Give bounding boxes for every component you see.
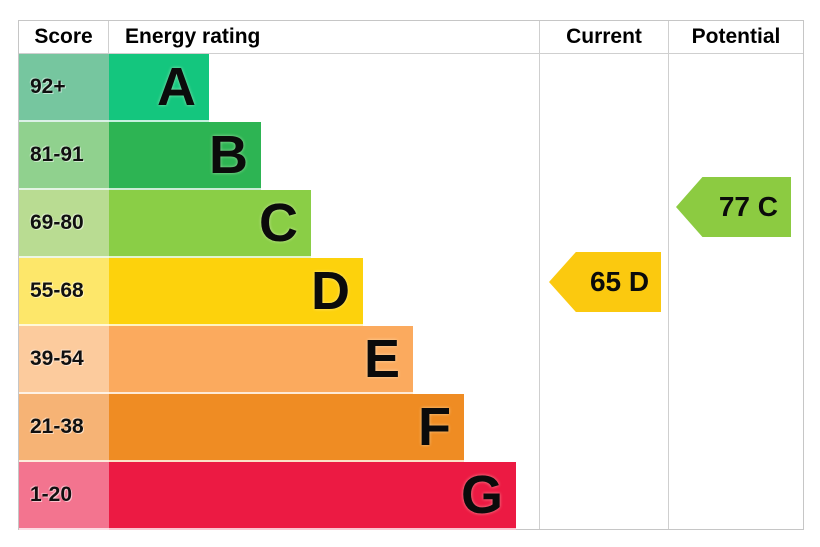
header-score: Score [19, 21, 109, 53]
band-letter: C [259, 193, 298, 253]
band-score-cell: 81-91 [19, 122, 109, 190]
band-row: 55-68 D [19, 258, 803, 326]
band-row: 69-80 C [19, 190, 803, 258]
band-row: 92+ A [19, 54, 803, 122]
band-row: 81-91 B [19, 122, 803, 190]
header-current: Current [539, 21, 668, 53]
potential-rating-label: 77 C [718, 191, 779, 222]
band-score-range: 92+ [30, 75, 66, 98]
band-letter: B [209, 125, 248, 185]
band-score-range: 39-54 [30, 347, 84, 370]
chart-table: Score Energy rating Current Potential 92… [18, 20, 804, 530]
band-score-cell: 39-54 [19, 326, 109, 394]
band-rows: 92+ A 81-91 B 69-80 C 55-68 D 39-54 E [19, 54, 803, 530]
header-potential: Potential [668, 21, 803, 53]
band-letter: A [157, 57, 196, 117]
band-score-cell: 69-80 [19, 190, 109, 258]
band-score-range: 69-80 [30, 211, 84, 234]
band-row: 1-20 G [19, 462, 803, 530]
band-letter: F [418, 397, 451, 457]
band-score-range: 21-38 [30, 415, 84, 438]
band-score-range: 81-91 [30, 143, 84, 166]
band-score-cell: 92+ [19, 54, 109, 122]
band-letter: E [363, 329, 400, 389]
band-bar: G [109, 462, 516, 530]
band-score-range: 1-20 [30, 483, 73, 506]
band-bar: F [109, 394, 464, 462]
band-score-range: 55-68 [30, 279, 84, 302]
band-bar: C [109, 190, 311, 258]
band-score-cell: 21-38 [19, 394, 109, 462]
band-bar: A [109, 54, 209, 122]
band-letter: G [460, 465, 503, 525]
band-score-cell: 1-20 [19, 462, 109, 530]
divider-current-column [539, 21, 540, 529]
band-bar: D [109, 258, 363, 326]
band-row: 39-54 E [19, 326, 803, 394]
potential-rating-arrow: 77 C [676, 177, 791, 237]
header-energy-rating: Energy rating [125, 25, 261, 48]
band-row: 21-38 F [19, 394, 803, 462]
current-rating-arrow: 65 D [549, 252, 661, 312]
chart-header-row: Score Energy rating Current Potential [19, 21, 803, 54]
band-bar: E [109, 326, 413, 394]
band-letter: D [311, 261, 350, 321]
band-bar: B [109, 122, 261, 190]
current-rating-label: 65 D [589, 266, 650, 297]
band-score-cell: 55-68 [19, 258, 109, 326]
divider-potential-column [668, 21, 669, 529]
